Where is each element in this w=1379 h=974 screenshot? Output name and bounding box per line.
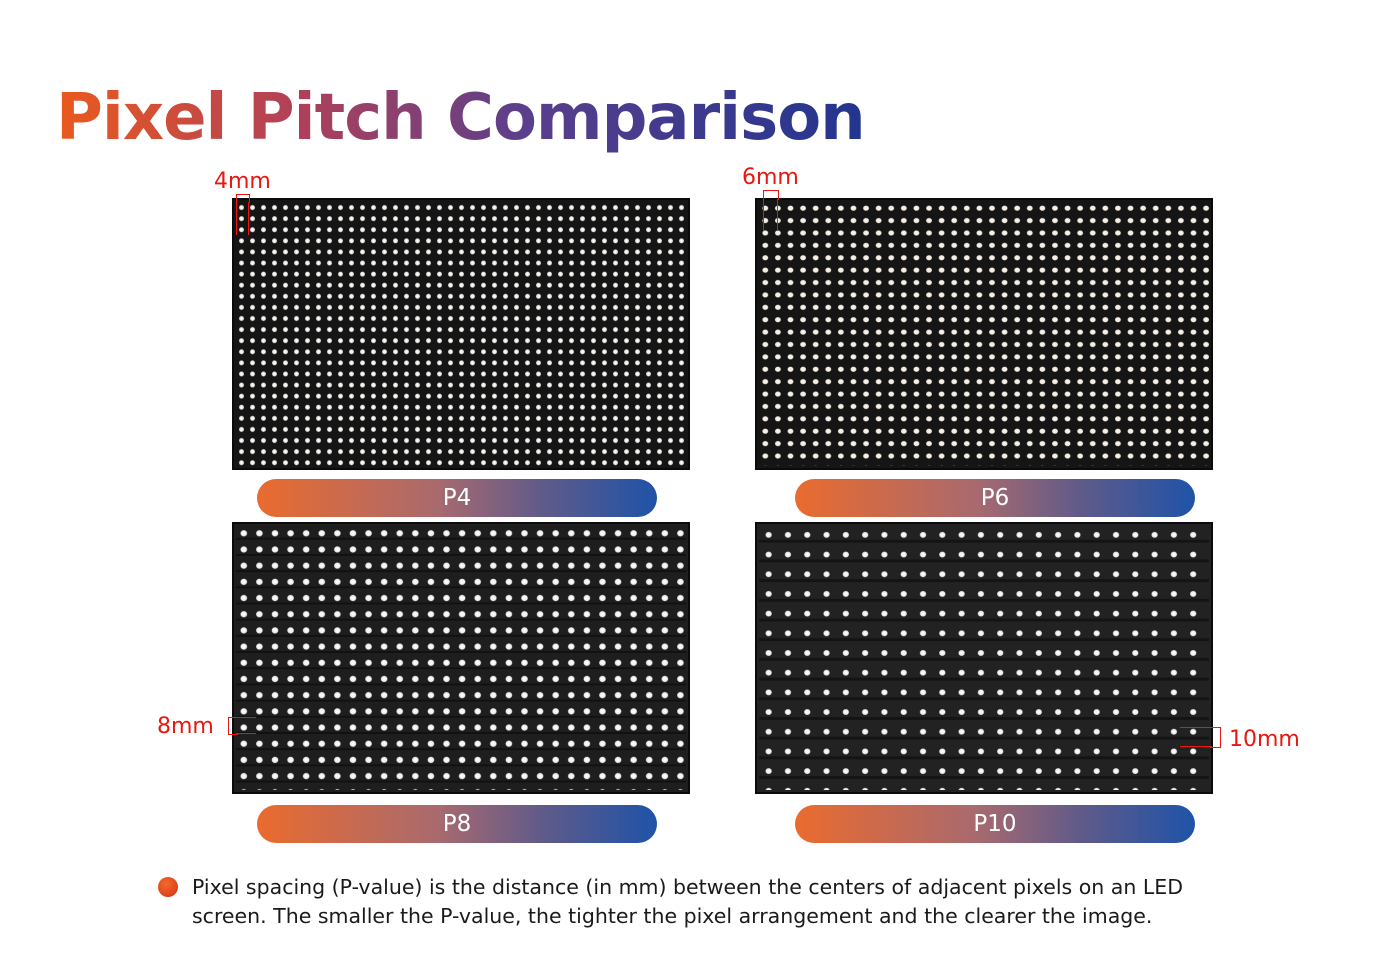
spacing-bracket [228, 717, 238, 735]
led-pixel-grid [759, 202, 1209, 466]
bullet-dot-icon [158, 877, 178, 897]
page-title: Pixel Pitch Comparison [56, 78, 866, 158]
spacing-annotation-8mm: 8mm [157, 714, 214, 739]
led-panel-p8 [232, 522, 690, 794]
spacing-bracket [763, 190, 779, 200]
spacing-bracket-line [763, 199, 764, 231]
spacing-bracket-line [236, 717, 256, 718]
led-panel-p4 [232, 198, 690, 470]
led-panel-p10 [755, 522, 1213, 794]
note-text: Pixel spacing (P-value) is the distance … [192, 875, 1184, 928]
led-pixel-grid [236, 526, 686, 790]
spacing-bracket [1210, 727, 1221, 748]
spacing-annotation-4mm: 4mm [214, 169, 271, 194]
spacing-bracket-line [236, 202, 237, 235]
led-pixel-grid [759, 526, 1209, 790]
pitch-label-p4: P4 [257, 479, 657, 517]
spacing-bracket-line [1180, 746, 1212, 747]
spacing-bracket-line [1180, 727, 1212, 728]
pitch-label-p10: P10 [795, 805, 1195, 843]
led-panel-p6 [755, 198, 1213, 470]
spacing-bracket-line [236, 733, 256, 734]
spacing-annotation-10mm: 10mm [1229, 727, 1300, 752]
spacing-bracket [236, 194, 250, 203]
led-pixel-grid [236, 202, 686, 466]
pitch-label-p8: P8 [257, 805, 657, 843]
spacing-annotation-6mm: 6mm [742, 165, 799, 190]
spacing-bracket-line [777, 199, 778, 231]
spacing-bracket-line [248, 202, 249, 235]
pitch-label-p6: P6 [795, 479, 1195, 517]
